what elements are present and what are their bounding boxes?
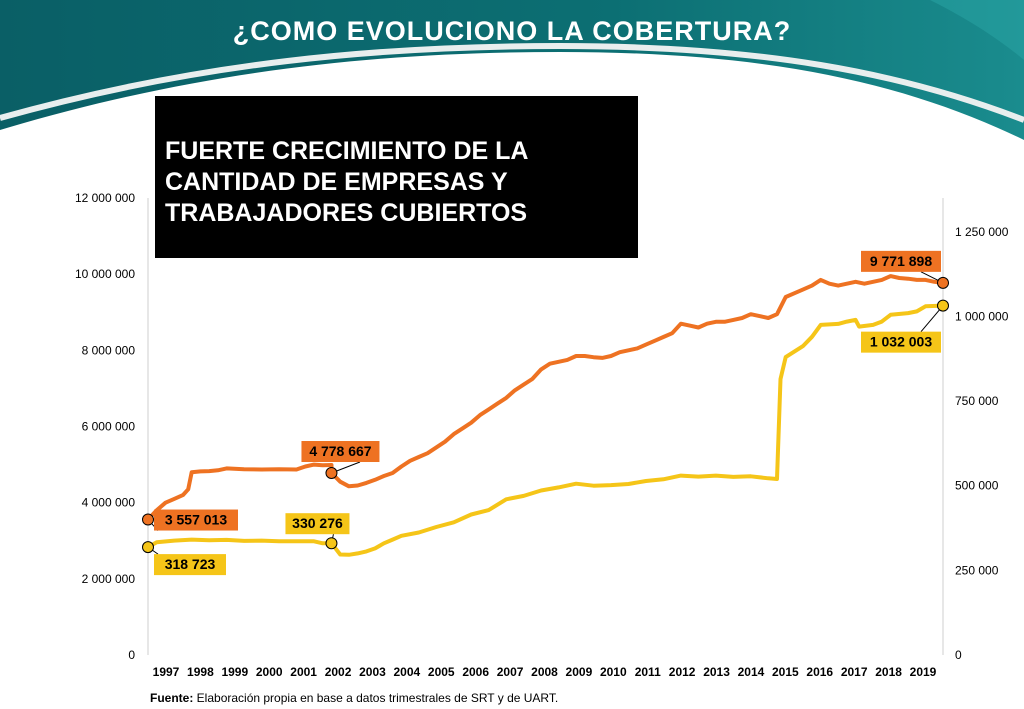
source-footnote: Fuente: Elaboración propia en base a dat… [150, 691, 558, 705]
x-tick-label: 2017 [841, 665, 868, 679]
callout-marker [937, 299, 949, 312]
x-tick-label: 2018 [875, 665, 902, 679]
callout-marker [937, 276, 949, 289]
workers-series-line [146, 274, 945, 522]
x-tick-label: 2001 [290, 665, 317, 679]
x-tick-label: 2009 [566, 665, 593, 679]
x-tick-label: 2015 [772, 665, 799, 679]
headline-box: FUERTE CRECIMIENTO DE LA CANTIDAD DE EMP… [155, 96, 638, 258]
left-tick-label: 2 000 000 [82, 572, 136, 586]
right-tick-label: 1 250 000 [955, 225, 1009, 239]
footnote-text: Elaboración propia en base a datos trime… [193, 691, 559, 705]
left-tick-label: 4 000 000 [82, 496, 136, 510]
right-tick-label: 250 000 [955, 563, 999, 577]
x-tick-label: 2004 [394, 665, 421, 679]
x-tick-label: 1998 [187, 665, 214, 679]
x-tick-label: 2005 [428, 665, 455, 679]
x-tick-label: 2000 [256, 665, 283, 679]
callout-box [154, 554, 226, 576]
callout-marker [142, 513, 154, 526]
x-tick-label: 1999 [221, 665, 248, 679]
callout-marker [142, 541, 154, 554]
callout-box [861, 250, 941, 272]
x-tick-label: 2006 [462, 665, 489, 679]
callout-marker [325, 537, 338, 550]
firms-series-line [146, 303, 945, 557]
x-tick-label: 2003 [359, 665, 386, 679]
left-tick-label: 12 000 000 [75, 191, 135, 205]
slide-title: ¿COMO EVOLUCIONO LA COBERTURA? [232, 16, 792, 46]
x-tick-label: 2010 [600, 665, 627, 679]
left-tick-label: 0 [128, 648, 135, 662]
x-tick-label: 2014 [738, 665, 765, 679]
headline-text: FUERTE CRECIMIENTO DE LA CANTIDAD DE EMP… [165, 137, 529, 227]
x-tick-label: 1997 [153, 665, 180, 679]
callout-label: 318 723 [165, 556, 216, 572]
footnote-label: Fuente: [150, 691, 194, 705]
x-tick-label: 2012 [669, 665, 696, 679]
callout-label: 9 771 898 [870, 253, 932, 269]
x-tick-label: 2011 [635, 665, 661, 679]
x-tick-label: 2013 [703, 665, 730, 679]
callout-box [154, 509, 238, 531]
callout-label: 4 778 667 [309, 443, 371, 459]
callout-label: 1 032 003 [870, 334, 932, 350]
x-tick-label: 2007 [497, 665, 524, 679]
right-tick-label: 1 000 000 [955, 309, 1009, 323]
x-tick-label: 2019 [910, 665, 937, 679]
callout-box [301, 441, 380, 463]
callout-label: 330 276 [292, 515, 343, 531]
x-tick-label: 2008 [531, 665, 558, 679]
x-tick-label: 2016 [806, 665, 833, 679]
left-tick-label: 8 000 000 [82, 343, 136, 357]
x-axis-ticks: 1997 1998 1999 2000 2001 2002 2003 2004 2005 2006… [153, 665, 937, 679]
callout-marker [325, 467, 338, 480]
right-tick-label: 500 000 [955, 479, 999, 493]
right-axis-ticks: 0 250 000 500 000 750 000 1 000 000 1 250 000 [955, 225, 1009, 662]
callout-box [861, 331, 941, 353]
callout-box [285, 513, 350, 535]
right-tick-label: 0 [955, 648, 962, 662]
callout-label: 3 557 013 [165, 512, 227, 528]
right-tick-label: 750 000 [955, 394, 999, 408]
title-banner [0, 0, 1024, 140]
left-axis-ticks: 0 2 000 000 4 000 000 6 000 000 8 000 000 10 … [75, 191, 135, 662]
x-tick-label: 2002 [325, 665, 352, 679]
left-tick-label: 6 000 000 [82, 420, 136, 434]
left-tick-label: 10 000 000 [75, 267, 135, 281]
